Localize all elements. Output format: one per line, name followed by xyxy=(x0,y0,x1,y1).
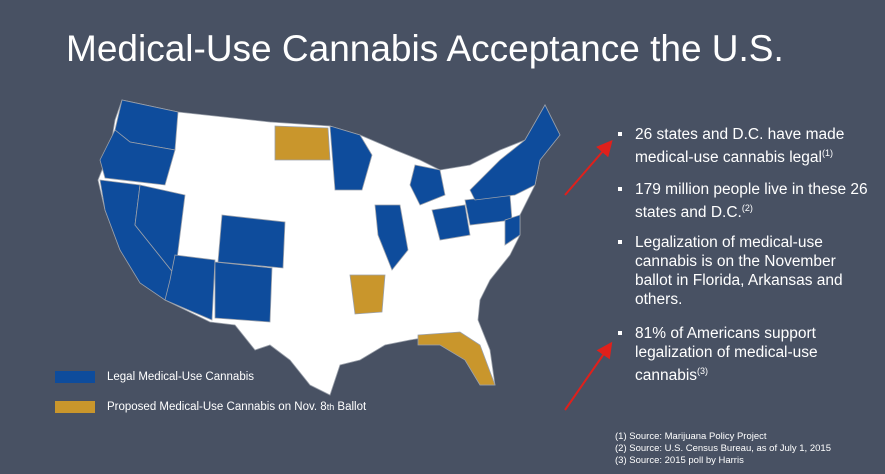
footnote-ref: (2) xyxy=(741,203,753,213)
legal-states xyxy=(99,99,561,323)
source: (1) Source: Marijuana Policy Project xyxy=(615,431,767,442)
legend-sup: th xyxy=(326,402,335,412)
source: (2) Source: U.S. Census Bureau, as of Ju… xyxy=(615,443,831,454)
bullet: 179 million people live in these 26 stat… xyxy=(618,180,875,222)
source: (3) Source: 2015 poll by Harris xyxy=(615,455,744,466)
bullet: Legalization of medical-use cannabis is … xyxy=(618,233,875,309)
proposed-states xyxy=(274,125,496,386)
bullet: 26 states and D.C. have made medical-use… xyxy=(618,125,875,167)
sources: (1) Source: Marijuana Policy Project (2)… xyxy=(615,431,831,467)
legend-item: Legal Medical-Use Cannabis xyxy=(55,371,254,383)
legend-label: Proposed Medical-Use Cannabis on Nov. 8 xyxy=(107,401,327,413)
footnote-ref: (3) xyxy=(697,366,709,376)
legend-label: Legal Medical-Use Cannabis xyxy=(107,371,255,383)
title: Medical-Use Cannabis Acceptance the U.S. xyxy=(66,28,784,69)
bullet: 81% of Americans support legalization of… xyxy=(618,324,875,385)
legend-label: Ballot xyxy=(337,401,367,413)
bullet-text: Legalization of medical-use cannabis is … xyxy=(635,234,843,308)
footnote-ref: (1) xyxy=(821,148,833,158)
legend-swatch xyxy=(55,401,95,413)
bullet-text: 81% of Americans support legalization of… xyxy=(635,325,818,385)
bullet-text: 179 million people live in these 26 stat… xyxy=(635,181,868,222)
legend-swatch xyxy=(55,371,95,383)
arrow xyxy=(564,341,613,411)
arrow xyxy=(564,139,613,196)
bullet-text: 26 states and D.C. have made medical-use… xyxy=(635,126,845,167)
